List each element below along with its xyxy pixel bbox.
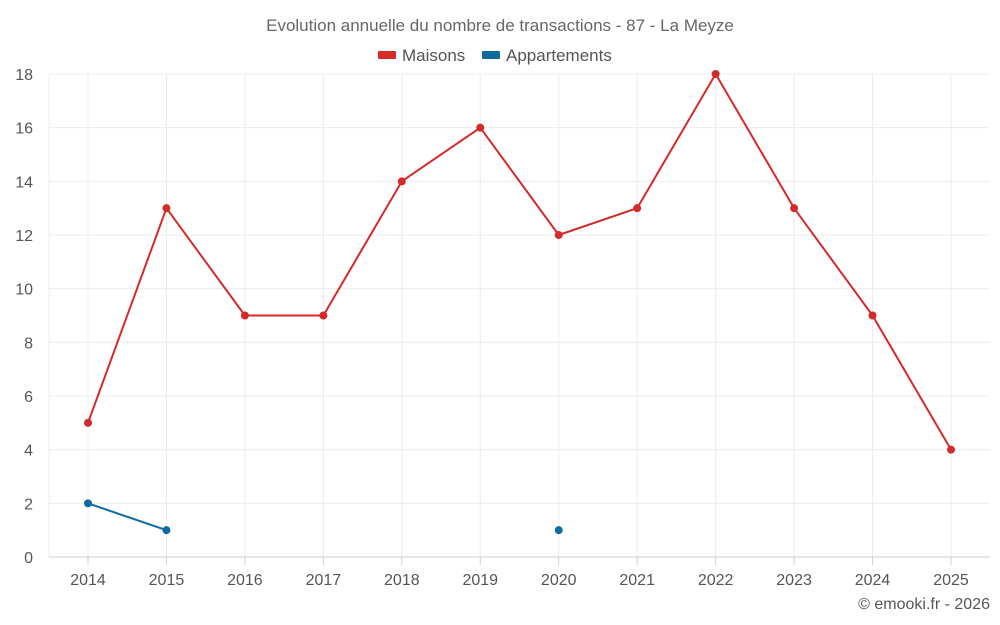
series-line-maisons <box>87 73 952 451</box>
y-tick-label: 16 <box>15 121 33 138</box>
y-tick-label: 0 <box>24 550 33 567</box>
x-tick-label: 2024 <box>855 572 891 589</box>
data-point-maisons[interactable] <box>397 177 406 186</box>
legend-swatch-appartements <box>482 51 500 59</box>
x-tick-label: 2023 <box>776 572 812 589</box>
legend: Maisons Appartements <box>378 46 612 65</box>
y-tick-label: 14 <box>15 174 33 191</box>
legend-label-maisons: Maisons <box>402 46 465 65</box>
y-tick-label: 8 <box>24 335 33 352</box>
data-point-appartements[interactable] <box>554 526 563 535</box>
data-point-maisons[interactable] <box>476 123 485 132</box>
x-tick-label: 2015 <box>149 572 185 589</box>
data-point-appartements[interactable] <box>84 499 92 508</box>
x-tick-label: 2021 <box>619 572 655 589</box>
data-point-maisons[interactable] <box>554 231 563 239</box>
y-axis-ticks: 0 2 4 6 8 10 12 14 16 18 <box>15 67 33 567</box>
legend-label-appartements: Appartements <box>506 46 612 65</box>
x-tick-label: 2014 <box>70 572 106 589</box>
x-tick-label: 2022 <box>698 572 734 589</box>
credit-text: © emooki.fr - 2026 <box>858 596 990 613</box>
data-point-maisons[interactable] <box>790 204 799 213</box>
y-tick-label: 10 <box>15 282 33 299</box>
data-point-maisons[interactable] <box>319 311 328 320</box>
data-point-appartements[interactable] <box>162 526 171 535</box>
chart-title: Evolution annuelle du nombre de transact… <box>266 16 734 35</box>
x-tick-label: 2019 <box>462 572 498 589</box>
x-tick-label: 2018 <box>384 572 420 589</box>
data-point-maisons[interactable] <box>240 311 249 320</box>
x-tick-label: 2020 <box>541 572 577 589</box>
y-tick-label: 18 <box>15 67 33 84</box>
data-point-maisons[interactable] <box>162 204 171 213</box>
legend-swatch-maisons <box>378 51 396 59</box>
x-tick-label: 2017 <box>306 572 342 589</box>
x-tick-label: 2025 <box>933 572 969 589</box>
series-maisons <box>84 70 955 454</box>
legend-item-maisons[interactable]: Maisons <box>378 46 465 65</box>
y-tick-label: 2 <box>24 496 33 513</box>
x-axis-ticks: 2014 2015 2016 2017 2018 2019 2020 2021 2022 2023… <box>70 557 969 589</box>
data-point-maisons[interactable] <box>947 445 955 454</box>
y-tick-label: 4 <box>24 443 33 460</box>
x-tick-label: 2016 <box>227 572 263 589</box>
series-line-appartements <box>87 502 167 532</box>
data-point-maisons[interactable] <box>633 204 642 213</box>
data-point-maisons[interactable] <box>84 418 92 427</box>
grid <box>48 73 990 558</box>
series-appartements <box>84 499 563 535</box>
data-point-maisons[interactable] <box>711 70 720 78</box>
y-tick-label: 6 <box>24 389 33 406</box>
data-point-maisons[interactable] <box>868 311 877 320</box>
y-tick-label: 12 <box>15 228 33 245</box>
series-layer <box>84 70 955 535</box>
legend-item-appartements[interactable]: Appartements <box>482 46 612 65</box>
